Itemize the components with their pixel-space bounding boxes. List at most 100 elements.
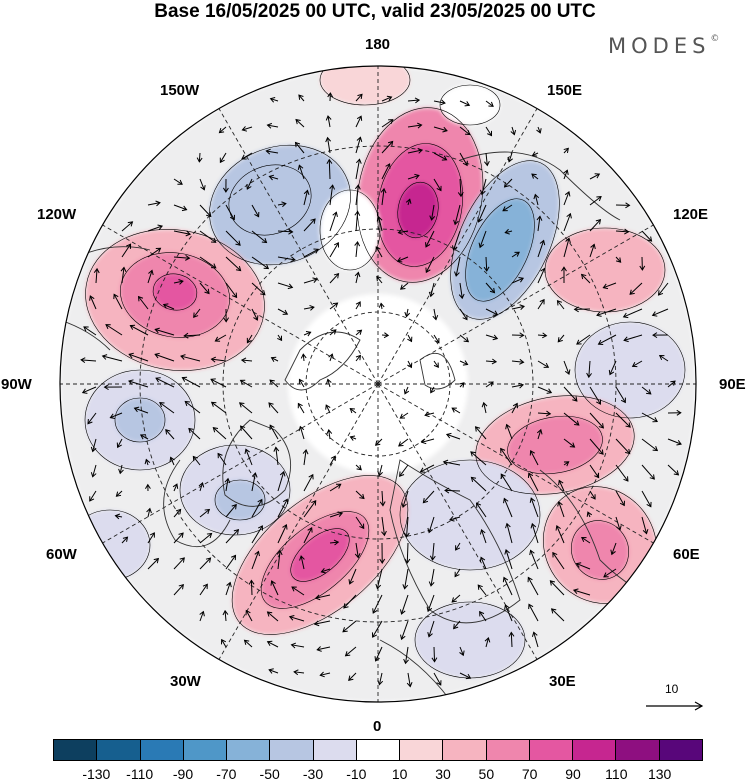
wind-arrow-shaft xyxy=(563,386,578,402)
wind-arrow-head xyxy=(302,448,309,455)
wind-arrow-shaft xyxy=(173,557,185,570)
wind-arrow-head xyxy=(359,523,365,530)
wind-arrow-shaft xyxy=(641,464,655,480)
wind-arrow-shaft xyxy=(407,334,412,342)
wind-arrow-head xyxy=(210,401,217,407)
wind-arrow-head xyxy=(429,555,436,561)
wind-arrow-shaft xyxy=(381,516,385,536)
wind-arrow-shaft xyxy=(182,377,201,388)
wind-arrow-shaft xyxy=(433,334,440,344)
wind-arrow-head xyxy=(172,483,179,489)
wind-arrow-head xyxy=(404,311,411,318)
wind-arrow-shaft xyxy=(527,577,539,596)
wind-arrow-shaft xyxy=(327,379,331,388)
wind-arrow-shaft xyxy=(563,461,569,466)
coastline xyxy=(379,639,451,701)
wind-arrow-shaft xyxy=(211,358,227,362)
wind-arrow-head xyxy=(428,291,435,298)
wind-arrow-head xyxy=(221,638,227,645)
wind-arrow-head xyxy=(357,93,363,100)
wind-arrow-head xyxy=(387,140,394,147)
wind-arrow-head xyxy=(586,372,592,379)
wind-arrow-shaft xyxy=(433,178,442,191)
wind-arrow-head xyxy=(462,360,469,366)
wind-arrow-shaft xyxy=(329,273,339,284)
wind-arrow-head xyxy=(202,583,208,590)
wind-arrow-shaft xyxy=(219,126,227,133)
wind-arrow-shaft xyxy=(557,334,565,343)
anomaly-area xyxy=(290,528,350,582)
wind-arrow-shaft xyxy=(297,403,305,414)
wind-arrow-head xyxy=(615,257,622,263)
wind-arrow-shaft xyxy=(433,646,436,662)
wind-arrow-head xyxy=(298,378,304,385)
wind-arrow-head xyxy=(564,190,571,197)
wind-arrow-shaft xyxy=(537,429,542,440)
contour-line xyxy=(439,84,501,126)
wind-arrow-head xyxy=(290,642,297,649)
wind-arrow-head xyxy=(563,147,569,154)
wind-arrow-shaft xyxy=(147,532,155,544)
wind-arrow-shaft xyxy=(667,380,676,388)
wind-arrow-head xyxy=(502,576,509,583)
wind-arrow-head xyxy=(297,164,304,170)
wind-arrow-shaft xyxy=(303,190,308,206)
wind-arrow-shaft xyxy=(121,267,125,284)
wind-arrow-head xyxy=(356,329,363,335)
wind-arrow-shaft xyxy=(173,483,178,492)
wind-arrow-head xyxy=(432,315,439,321)
wind-arrow-head xyxy=(619,500,625,507)
wind-arrow-head xyxy=(211,237,217,243)
wind-arrow-shaft xyxy=(378,464,383,476)
wind-arrow-shaft xyxy=(277,308,288,315)
wind-arrow-head xyxy=(281,201,287,208)
wind-arrow-shaft xyxy=(82,386,97,394)
wind-arrow-head xyxy=(137,295,144,302)
wind-arrow-shaft xyxy=(378,672,383,685)
wind-arrow-shaft xyxy=(89,490,97,502)
wind-arrow-shaft xyxy=(537,216,541,232)
wind-arrow-shaft xyxy=(537,386,552,394)
wind-arrow-shaft xyxy=(478,204,487,223)
wind-arrow-head xyxy=(458,293,465,300)
wind-arrow-head xyxy=(162,303,169,309)
wind-arrow-shaft xyxy=(224,610,227,622)
wind-arrow-head xyxy=(462,314,468,321)
wind-arrow-shaft xyxy=(459,152,468,166)
wind-arrow-head xyxy=(622,312,629,319)
wind-arrow-head xyxy=(481,401,488,408)
wind-arrow-head xyxy=(405,198,412,204)
wind-arrow-head xyxy=(159,402,165,408)
wind-arrow-shaft xyxy=(147,202,161,206)
wind-arrow-shaft xyxy=(159,402,175,414)
wind-arrow-head xyxy=(610,549,616,556)
wind-arrow-head xyxy=(557,337,563,343)
wind-arrow-head xyxy=(470,451,476,457)
anomaly-area xyxy=(115,398,165,442)
wind-arrow-shaft xyxy=(225,582,231,596)
wind-arrow-head xyxy=(454,271,460,277)
wind-arrow-shaft xyxy=(431,542,435,560)
colorbar-cell xyxy=(529,740,574,760)
map-title: Base 16/05/2025 00 UTC, valid 23/05/2025… xyxy=(154,1,596,22)
wind-arrow-head xyxy=(676,440,682,446)
coastline xyxy=(284,331,361,391)
wind-arrow-head xyxy=(180,354,186,360)
wind-arrow-shaft xyxy=(505,549,513,570)
wind-arrow-shaft xyxy=(528,473,539,492)
lon-label-150w: 150W xyxy=(160,82,200,99)
wind-arrow-shaft xyxy=(199,482,204,492)
wind-arrow-shaft xyxy=(199,509,210,518)
wind-arrow-head xyxy=(354,210,361,216)
wind-arrow-shaft xyxy=(534,194,539,206)
wind-arrow-shaft xyxy=(251,256,269,269)
wind-arrow-shaft xyxy=(598,334,617,345)
wind-arrow-head xyxy=(266,122,273,129)
wind-arrow-head xyxy=(576,339,582,345)
wind-arrow-head xyxy=(379,501,386,507)
wind-arrow-shaft xyxy=(115,515,123,518)
wind-arrow-shaft xyxy=(615,256,622,263)
wind-arrow-head xyxy=(269,424,275,430)
wind-arrow-shaft xyxy=(355,301,361,310)
wind-arrow-head xyxy=(355,354,362,361)
